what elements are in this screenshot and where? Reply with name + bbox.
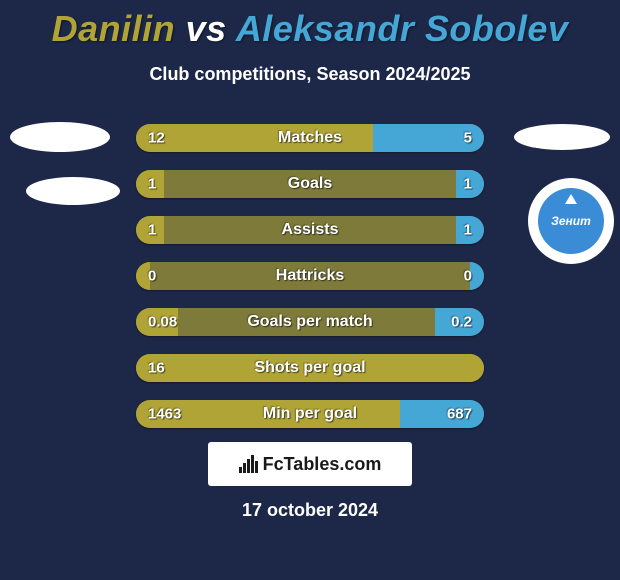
zenit-badge: Зенит — [538, 188, 604, 254]
footer-date: 17 october 2024 — [242, 500, 378, 521]
stat-left-value: 1 — [148, 222, 156, 239]
stat-left-value: 16 — [148, 360, 165, 377]
team-left-logo-2 — [26, 177, 120, 205]
page-title: Danilin vs Aleksandr Sobolev — [0, 0, 620, 50]
team-left-logo-1 — [10, 122, 110, 152]
stat-label: Matches — [278, 129, 342, 147]
stat-label: Min per goal — [263, 405, 357, 423]
stat-row: 0.08 0.2 Goals per match — [136, 308, 484, 336]
title-vs: vs — [175, 8, 236, 49]
zenit-text: Зенит — [551, 214, 591, 228]
stat-label: Shots per goal — [254, 359, 365, 377]
stat-row: 16 Shots per goal — [136, 354, 484, 382]
stat-label: Assists — [282, 221, 339, 239]
subtitle: Club competitions, Season 2024/2025 — [0, 64, 620, 85]
stat-right-value: 687 — [447, 406, 472, 423]
stat-row: 1 1 Assists — [136, 216, 484, 244]
stat-row: 1 1 Goals — [136, 170, 484, 198]
title-player1: Danilin — [52, 8, 176, 49]
stat-left-value: 1463 — [148, 406, 181, 423]
stat-left-value: 0 — [148, 268, 156, 285]
stats-bars-container: 12 5 Matches 1 1 Goals 1 1 Assists 0 0 Hattricks 0.0… — [136, 124, 484, 446]
stat-right-value: 5 — [464, 130, 472, 147]
stat-row: 1463 687 Min per goal — [136, 400, 484, 428]
brand-icon — [239, 455, 259, 473]
stat-left-value: 0.08 — [148, 314, 177, 331]
stat-right-value: 0.2 — [451, 314, 472, 331]
brand-text: FcTables.com — [263, 454, 382, 475]
team-right-logo-circle: Зенит — [528, 178, 614, 264]
stat-right-value: 1 — [464, 176, 472, 193]
team-right-logo-1 — [514, 124, 610, 150]
stat-label: Goals per match — [247, 313, 372, 331]
bar-right-fill — [470, 262, 484, 290]
brand-logo: FcTables.com — [208, 442, 412, 486]
stat-label: Hattricks — [276, 267, 344, 285]
stat-row: 0 0 Hattricks — [136, 262, 484, 290]
stat-row: 12 5 Matches — [136, 124, 484, 152]
stat-right-value: 0 — [464, 268, 472, 285]
title-player2: Aleksandr Sobolev — [236, 8, 569, 49]
stat-left-value: 1 — [148, 176, 156, 193]
stat-label: Goals — [288, 175, 332, 193]
stat-right-value: 1 — [464, 222, 472, 239]
stat-left-value: 12 — [148, 130, 165, 147]
